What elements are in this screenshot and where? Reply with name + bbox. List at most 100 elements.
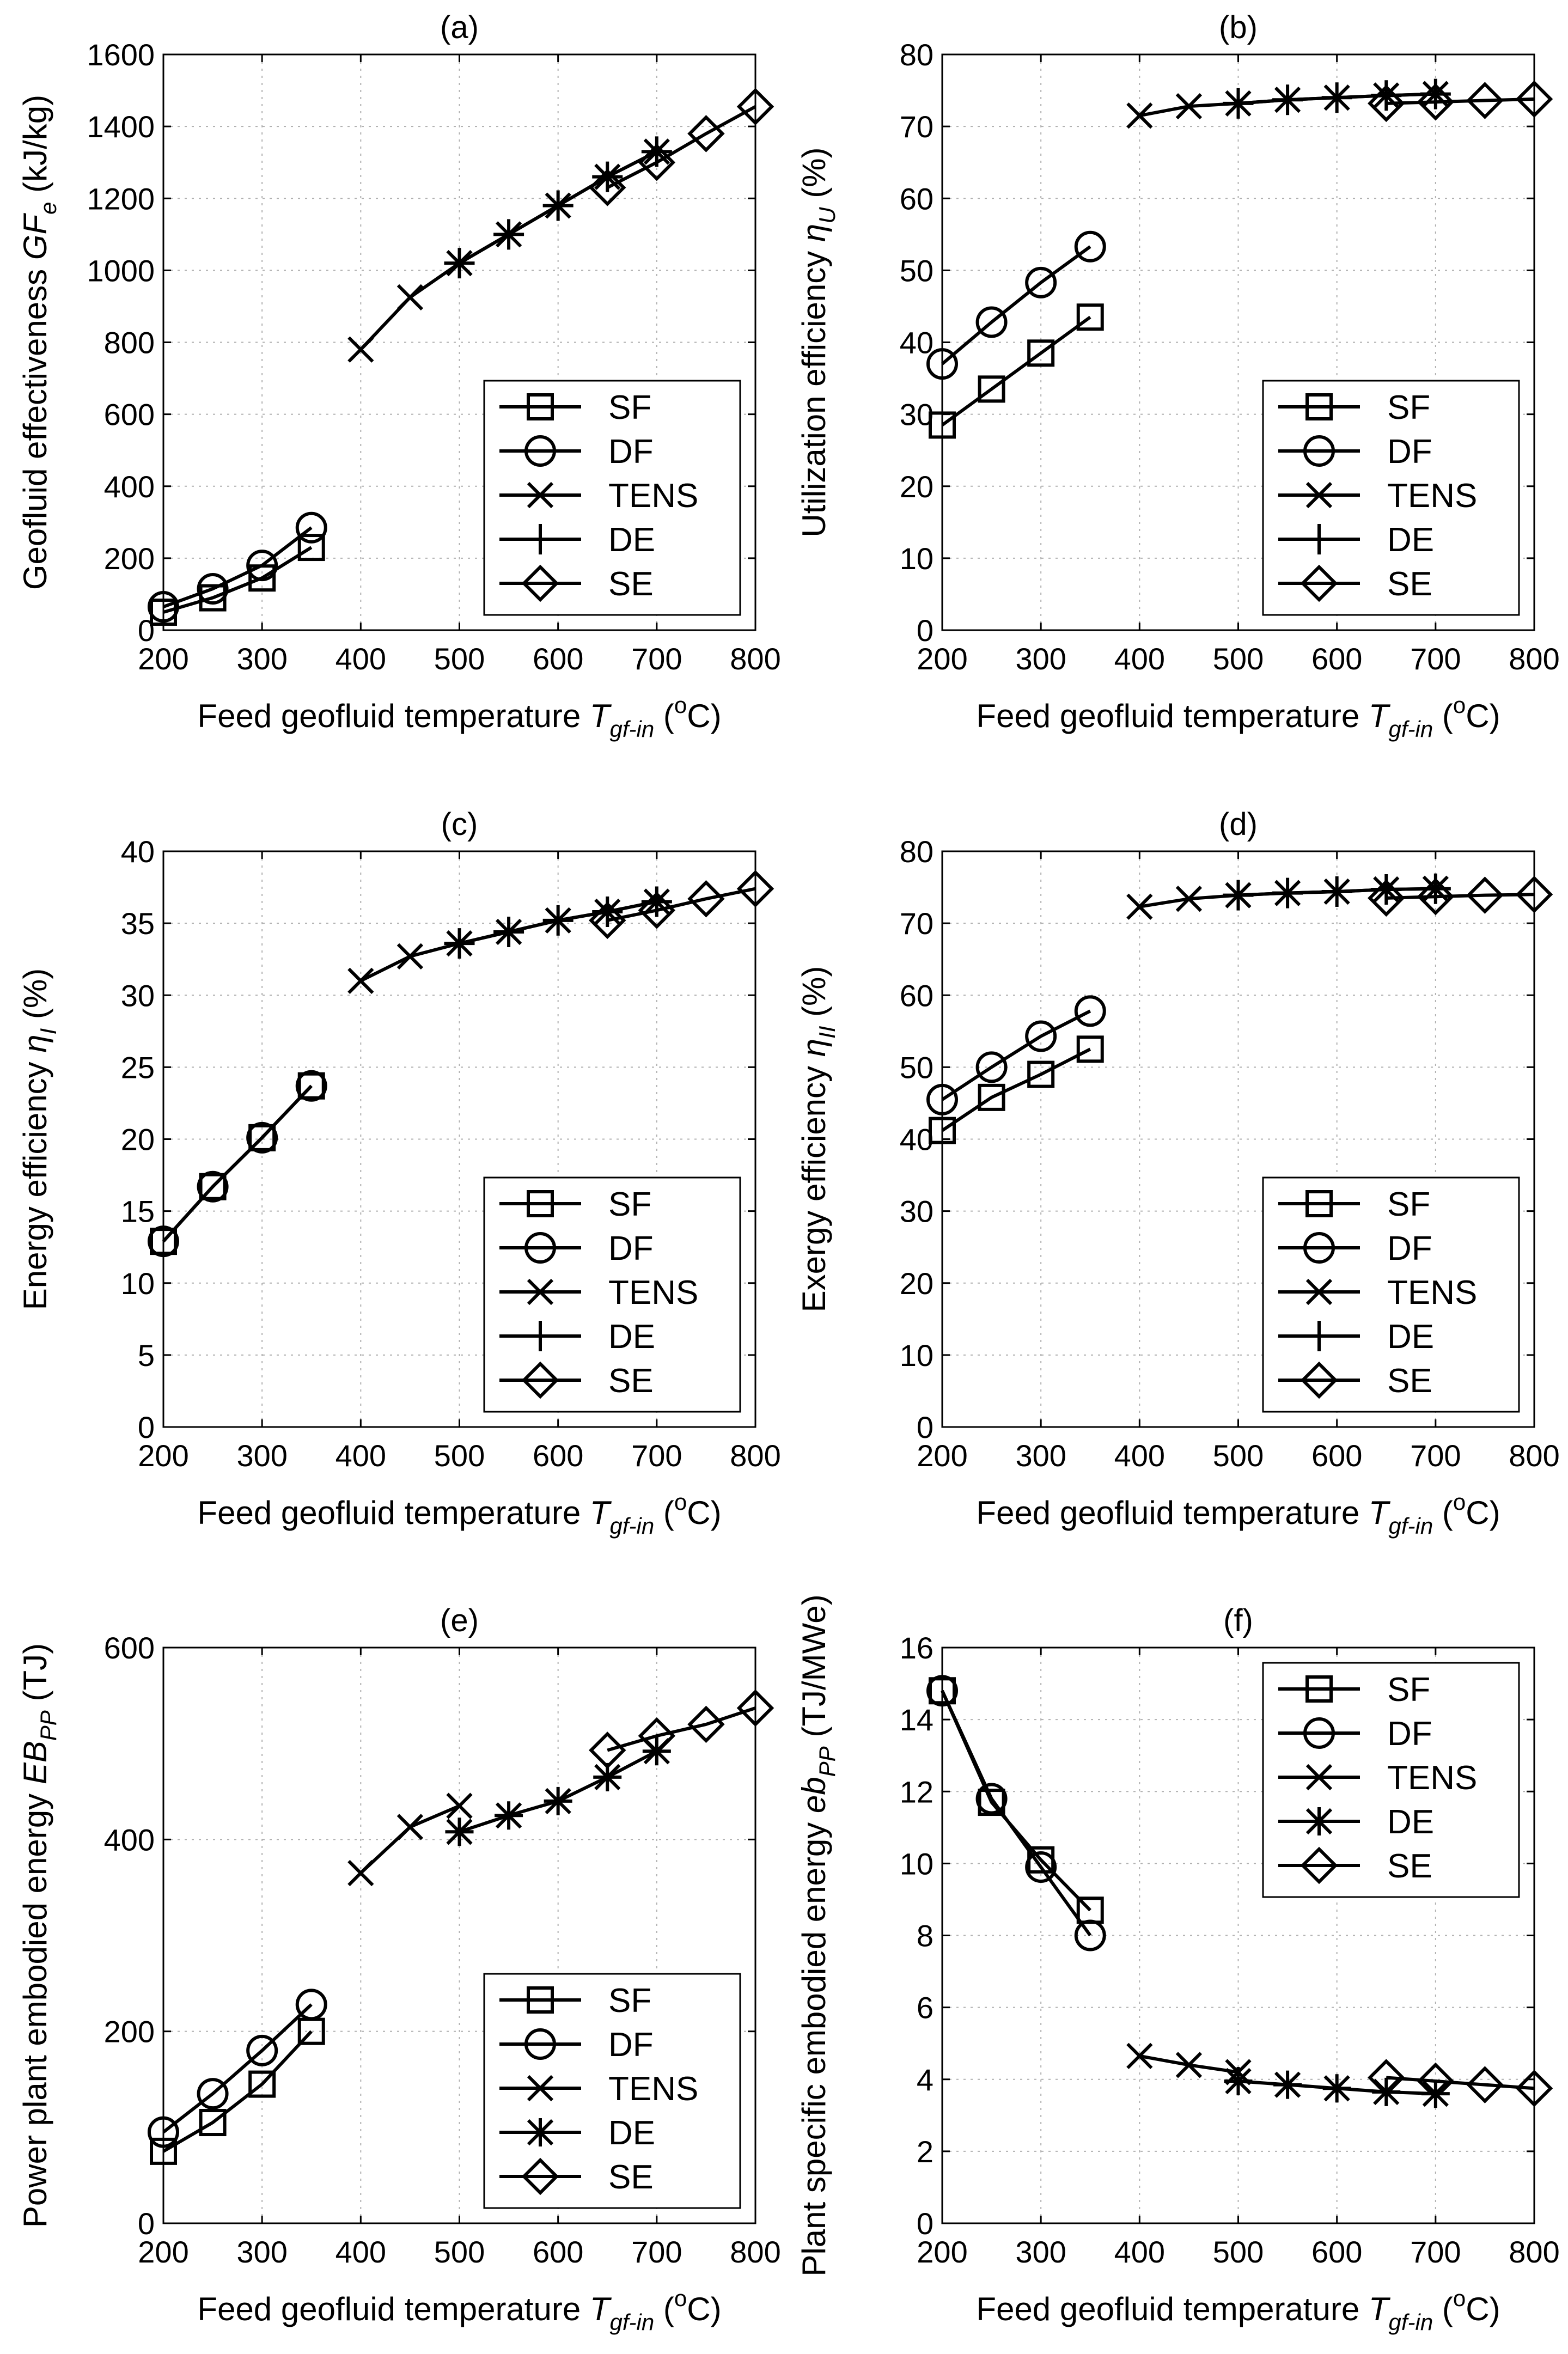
legend-marker-plus [1304, 524, 1334, 554]
y-tick-label: 40 [900, 1123, 934, 1157]
y-axis-label-unit: (TJ/MWe) [796, 1594, 832, 1746]
data-point-de-plus [592, 896, 623, 927]
y-tick-label: 0 [917, 1410, 934, 1444]
data-point-tens-x [396, 943, 424, 970]
x-tick-label: 700 [631, 1438, 682, 1473]
panel-title: (e) [440, 1603, 479, 1638]
series-line-se [1386, 2076, 1535, 2090]
y-tick-label: 10 [121, 1266, 155, 1301]
data-point-de-plus [1371, 874, 1402, 905]
data-point-df-circle [1074, 230, 1106, 263]
y-tick-label: 1000 [87, 253, 155, 288]
x-tick-label: 700 [631, 2235, 682, 2269]
legend-marker-square [1305, 393, 1333, 420]
series-line-se [1386, 893, 1535, 900]
data-point-df-circle [1025, 1851, 1057, 1883]
data-point-sf-square [978, 375, 1005, 403]
legend-label: SE [608, 2158, 654, 2196]
legend-label: SE [608, 565, 654, 603]
legend-item-se: SE [499, 1361, 654, 1400]
x-tick-label: 400 [335, 642, 386, 676]
data-point-se-diamond [1417, 83, 1455, 121]
x-axis-label-sub: gf-in [610, 1513, 655, 1539]
legend-item-df: DF [1278, 1230, 1432, 1267]
x-axis-label-sup: o [1453, 2285, 1466, 2311]
legend-marker-diamond [521, 564, 559, 602]
legend-label: TENS [608, 477, 698, 515]
y-tick-label: 80 [900, 38, 934, 72]
series-line-df [941, 1690, 1092, 1937]
legend-marker-circle [1303, 1717, 1335, 1749]
x-axis-label-var: T [590, 698, 612, 734]
x-tick-label: 300 [1015, 642, 1066, 676]
legend-marker-x [1305, 481, 1333, 509]
legend: SF DF TENS DE SE [483, 380, 741, 616]
x-axis-label-paren: ( [1433, 698, 1453, 734]
data-point-de-plus [1321, 876, 1352, 907]
data-point-sf-square [1027, 1060, 1055, 1088]
y-tick-label: 1200 [87, 181, 155, 216]
legend-marker-circle [524, 435, 556, 467]
y-tick-label: 4 [917, 2063, 934, 2097]
data-point-se-diamond [589, 169, 626, 206]
x-tick-label: 600 [1311, 1438, 1362, 1473]
legend-item-de: DE [1278, 1318, 1434, 1356]
legend-item-tens: TENS [1278, 477, 1477, 515]
data-point-de-plus [1272, 877, 1303, 908]
y-axis-label-sub: PP [35, 1710, 61, 1741]
data-point-sf-square [929, 411, 956, 439]
legend-item-de: DE [1278, 521, 1434, 559]
y-tick-label: 50 [900, 253, 934, 288]
x-tick-label: 500 [1213, 2235, 1264, 2269]
y-tick-label: 60 [900, 181, 934, 216]
legend-marker-circle [524, 1232, 556, 1264]
x-tick-label: 500 [434, 642, 485, 676]
series-line-df [941, 245, 1091, 365]
series-df [926, 230, 1106, 380]
data-point-de-asterisk [593, 1763, 622, 1791]
y-axis-label-unit: (%) [796, 966, 832, 1026]
data-point-df-circle [1025, 1020, 1057, 1052]
legend-label: TENS [1387, 477, 1477, 515]
y-axis-label-unit: (%) [796, 147, 832, 207]
data-point-tens-x [347, 967, 374, 994]
data-point-df-circle [295, 511, 327, 544]
legend-item-sf: SF [499, 1982, 651, 2020]
data-point-sf-square [248, 1124, 276, 1151]
x-axis-label-sup: o [1453, 692, 1466, 718]
data-point-df-circle [148, 1225, 179, 1258]
data-point-de-asterisk [445, 1818, 474, 1846]
data-point-df-circle [926, 348, 958, 380]
y-axis-label-unit: (%) [17, 968, 53, 1028]
data-point-sf-square [1027, 339, 1055, 367]
data-point-se-diamond [687, 880, 725, 918]
y-tick-label: 1400 [87, 109, 155, 144]
y-tick-label: 50 [900, 1050, 934, 1084]
data-point-se-diamond [736, 870, 774, 907]
y-tick-label: 10 [900, 1846, 934, 1881]
data-point-se-diamond [589, 1731, 626, 1769]
x-axis-label-unit: C) [687, 1495, 721, 1531]
x-axis-label-unit: C) [1466, 1495, 1500, 1531]
data-point-tens-x [396, 284, 424, 311]
x-tick-label: 500 [1213, 642, 1264, 676]
y-axis-label: Energy efficiency ηI (%) [17, 968, 61, 1310]
legend-marker-circle [1303, 435, 1335, 467]
legend-marker-diamond [1300, 1846, 1338, 1885]
legend-label: TENS [1387, 1274, 1477, 1312]
x-tick-label: 300 [1015, 2235, 1066, 2269]
chart-panel-f: 200 300 400 500 600 700 800 0 2 4 6 8 10 12 14 16 (f) Fee… [796, 1594, 1560, 2335]
series-df [926, 995, 1106, 1115]
y-tick-label: 15 [121, 1194, 155, 1229]
y-axis-label: Exergy efficiency ηII (%) [796, 966, 840, 1313]
series-line-se [607, 1706, 756, 1752]
x-tick-label: 800 [1509, 2235, 1559, 2269]
data-point-sf-square [978, 1083, 1005, 1111]
data-point-se-diamond [1368, 879, 1405, 917]
series-se [1368, 80, 1553, 123]
legend-item-df: DF [1278, 433, 1432, 471]
legend-marker-diamond [1300, 1361, 1338, 1399]
data-point-tens-x [1126, 2042, 1153, 2069]
data-point-sf-square [199, 2109, 227, 2137]
y-tick-label: 5 [138, 1338, 155, 1373]
